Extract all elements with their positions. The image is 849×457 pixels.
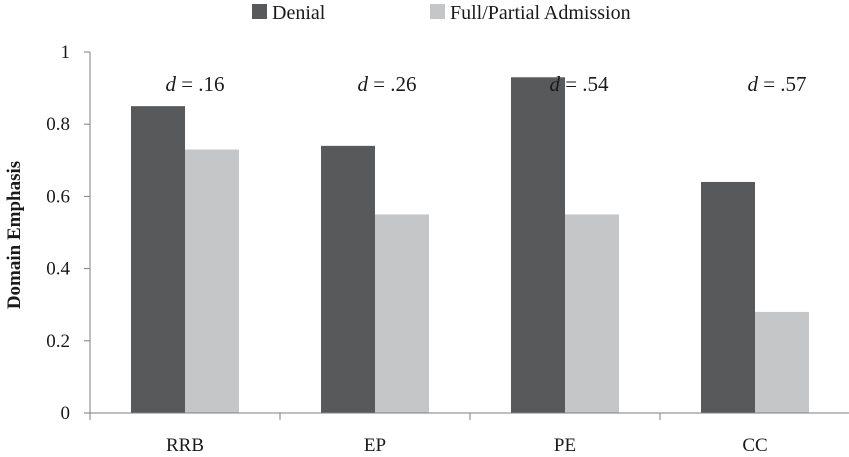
effect-size-label: d = .26 [357,72,416,96]
y-tick-label: 0.6 [46,186,70,207]
bar-denial-pe [511,77,565,414]
legend-label: Denial [272,2,326,24]
y-axis: 0 0.2 0.4 0.6 0.8 1 [46,42,91,424]
legend-swatch [430,4,445,19]
bar-denial-rrb [131,106,185,414]
y-tick-label: 0.2 [46,331,70,352]
bar-admission-pe [565,214,619,413]
x-axis: RRB EP PE CC [89,412,849,456]
bar-denial-cc [701,181,755,413]
y-axis-label: Domain Emphasis [4,161,25,309]
annotations: d = .16 d = .26 d = .54 d = .57 [165,72,806,96]
category-label-pe: PE [554,435,576,456]
bar-admission-rrb [185,149,239,413]
y-tick-label: 0 [61,403,71,424]
effect-size-label: d = .16 [165,72,224,96]
y-tick-label: 1 [61,42,71,63]
legend-label: Full/Partial Admission [450,2,631,24]
category-label-cc: CC [742,435,767,456]
bar-admission-cc [755,311,809,413]
effect-size-label: d = .57 [747,72,806,96]
legend-swatch [252,4,267,19]
category-label-ep: EP [364,435,386,456]
category-label-rrb: RRB [166,435,204,456]
bar-denial-ep [321,145,375,414]
bars [131,77,809,414]
y-tick-label: 0.4 [46,259,70,280]
effect-size-label: d = .54 [549,72,609,96]
bar-admission-ep [375,214,429,413]
y-tick-label: 0.8 [46,114,70,135]
legend: Denial Full/Partial Admission [252,2,631,24]
